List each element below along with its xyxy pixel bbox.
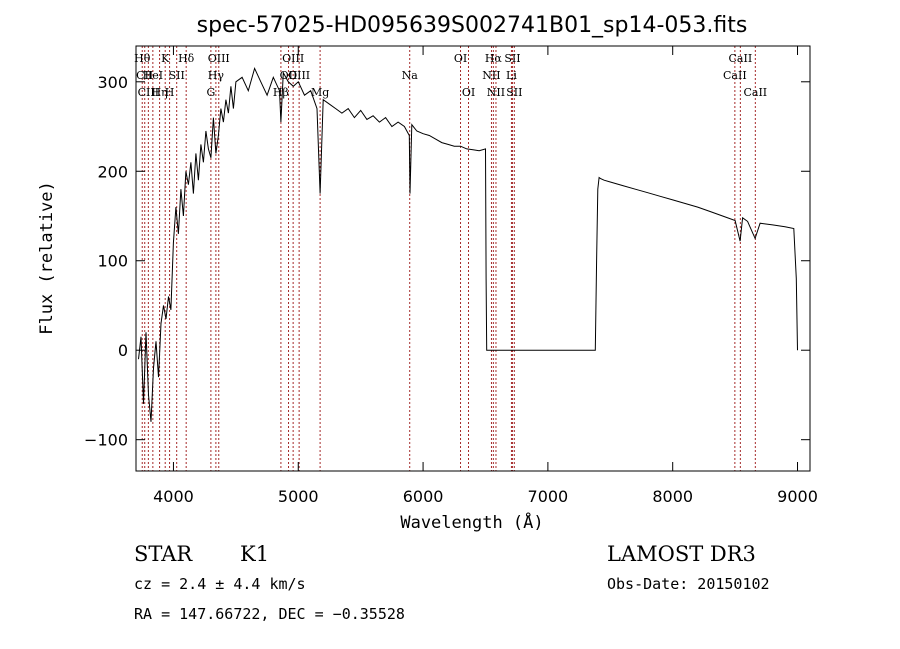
coordinates-text: RA = 147.66722, DEC = −0.35528 (134, 605, 405, 623)
line-marker-label: OI (454, 52, 467, 65)
line-marker-label: Hδ (178, 52, 195, 65)
line-marker-label: SII (504, 52, 520, 65)
line-marker-label: OIII (208, 52, 230, 65)
plot-frame (135, 45, 811, 472)
line-marker-label: Hγ (208, 69, 225, 82)
line-marker-label: G (206, 86, 215, 99)
y-tick-label: −100 (84, 431, 128, 450)
x-tick-label: 4000 (153, 487, 194, 506)
line-marker-label: H (165, 86, 175, 99)
line-marker-label: Mg (311, 86, 329, 99)
spectral-line-markers (141, 46, 756, 471)
y-axis-label: Flux (relative) (37, 181, 57, 335)
line-marker-label: OIII (288, 69, 310, 82)
line-marker-label: CaII (723, 69, 747, 82)
observation-date-text: Obs-Date: 20150102 (607, 575, 770, 593)
chart-title: spec-57025-HD095639S002741B01_sp14-053.f… (197, 13, 748, 38)
y-tick-label: 0 (118, 341, 128, 360)
x-tick-label: 9000 (777, 487, 818, 506)
line-marker-label: HeI (143, 69, 163, 82)
line-marker-label: CaII (743, 86, 767, 99)
line-marker-label: CaII (729, 52, 753, 65)
series-line-flux (138, 66, 798, 422)
line-marker-label: OI (462, 86, 475, 99)
y-axis: −100 0 100 200 300 (84, 73, 810, 450)
line-marker-label: OIII (282, 52, 304, 65)
line-marker-label: Hβ (273, 86, 289, 99)
x-tick-label: 8000 (652, 487, 693, 506)
line-marker-label: Na (402, 69, 419, 82)
line-marker-label: NII (487, 86, 505, 99)
line-marker-label: K (161, 52, 170, 65)
line-marker-label: CII (136, 69, 153, 82)
redshift-text: cz = 2.4 ± 4.4 km/s (134, 575, 306, 593)
line-marker-label: Hα (485, 52, 503, 65)
line-marker-label: Hθ (134, 52, 151, 65)
object-subclass-label: K1 (240, 542, 269, 566)
x-tick-label: 5000 (278, 487, 319, 506)
x-axis-label: Wavelength (Å) (400, 511, 543, 533)
line-marker-label: SII (169, 69, 185, 82)
line-marker-label: OII (280, 69, 298, 82)
spectrum-series (138, 66, 798, 422)
line-marker-label: NII (482, 69, 500, 82)
line-marker-label: Hη (151, 86, 167, 99)
y-tick-label: 300 (97, 73, 128, 92)
survey-label: LAMOST DR3 (607, 542, 756, 566)
y-tick-label: 200 (97, 162, 128, 181)
line-marker-label: Li (506, 69, 517, 82)
x-tick-label: 7000 (528, 487, 569, 506)
x-tick-label: 6000 (403, 487, 444, 506)
spectral-line-labels: HθCIICIIIHeIHηKHSIIHδGHγOIIIHβOIIOIIIOII… (134, 52, 767, 99)
object-class-label: STAR (134, 542, 193, 566)
line-marker-label: CIII (138, 86, 159, 99)
y-tick-label: 100 (97, 252, 128, 271)
x-axis: 4000 5000 6000 7000 8000 9000 (153, 46, 818, 506)
line-marker-label: SII (506, 86, 522, 99)
